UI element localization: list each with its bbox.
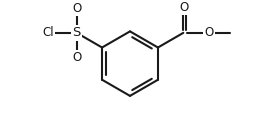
Text: Cl: Cl (43, 26, 54, 39)
Text: S: S (73, 26, 81, 39)
Text: O: O (72, 51, 81, 64)
Text: O: O (180, 1, 189, 14)
Text: O: O (72, 2, 81, 15)
Text: O: O (204, 26, 213, 39)
